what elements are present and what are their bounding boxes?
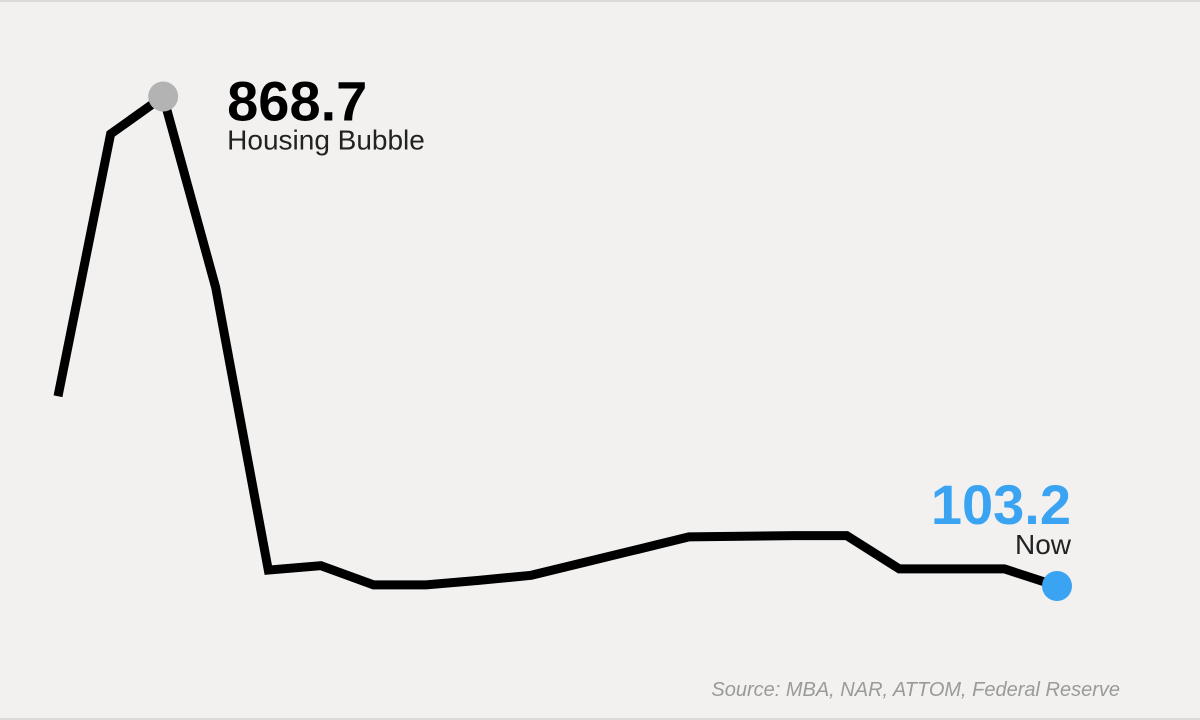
annotation-marker-1	[1042, 571, 1072, 602]
annotation-value-0: 868.7	[227, 69, 367, 132]
annotation-label-0: Housing Bubble	[227, 124, 425, 155]
annotation-markers	[148, 81, 1072, 602]
annotation-label-1: Now	[1015, 529, 1072, 560]
series-line	[53, 89, 1059, 591]
source-note: Source: MBA, NAR, ATTOM, Federal Reserve	[711, 679, 1120, 701]
annotation-marker-0	[148, 81, 179, 112]
annotation-value-1: 103.2	[931, 473, 1071, 536]
